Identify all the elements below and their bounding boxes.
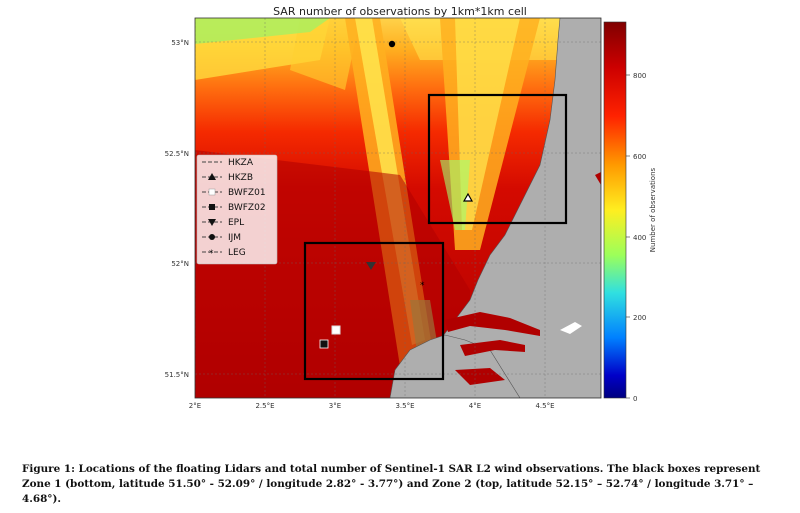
legend: HKZA HKZB BWFZ01 BWFZ02 EPL IJM * LEG [196, 154, 278, 265]
station-hkzb [462, 192, 474, 202]
estuary [455, 368, 505, 385]
land-netherlands [439, 18, 601, 398]
colorbar-gradient [603, 21, 627, 399]
legend-label: BWFZ01 [228, 188, 266, 198]
circle-icon [209, 234, 215, 240]
overlap-band [195, 18, 330, 44]
colorbar-tick-label: 0 [633, 395, 637, 403]
lat-tick-label: 53°N [171, 39, 189, 47]
lat-tick-label: 52.5°N [165, 150, 189, 158]
lon-tick-label: 4.5°E [535, 402, 554, 410]
estuary [460, 340, 525, 356]
colorbar-label: Number of observations [649, 167, 657, 252]
triangle-down-icon [208, 219, 216, 226]
triangle-up-icon [208, 173, 216, 180]
station-bwfz01 [331, 325, 341, 335]
estuary [595, 172, 601, 185]
square-white-icon [208, 188, 216, 196]
legend-label: HKZB [228, 173, 253, 183]
estuary [560, 322, 582, 334]
overlap-band [290, 18, 360, 90]
lon-tick-label: 4°E [469, 402, 481, 410]
map-title: SAR number of observations by 1km*1km ce… [273, 5, 527, 18]
lat-tick-label: 52°N [171, 260, 189, 268]
lon-tick-label: 2.5°E [255, 402, 274, 410]
colorbar-tick-label: 800 [633, 72, 646, 80]
lon-tick-label: 3.5°E [395, 402, 414, 410]
colorbar: 800 600 400 200 0 Number of observations [603, 21, 657, 403]
legend-label: EPL [228, 218, 244, 228]
swath-edge [440, 160, 470, 230]
legend-label: BWFZ02 [228, 203, 266, 213]
lat-tick-label: 51.5°N [165, 371, 189, 379]
legend-label: HKZA [228, 158, 254, 168]
zone-2-box [427, 93, 568, 225]
lon-tick-label: 3°E [329, 402, 341, 410]
colorbar-tick-label: 400 [633, 234, 646, 242]
swath-edge [455, 18, 520, 230]
square-black-icon [209, 204, 215, 210]
zone-1-box [303, 241, 445, 381]
station-ijm [388, 40, 396, 48]
estuary [445, 312, 540, 336]
lon-tick-label: 2°E [189, 402, 201, 410]
station-leg: * [420, 281, 425, 291]
colorbar-tick-label: 200 [633, 314, 646, 322]
star-icon: * [209, 249, 214, 259]
station-epl [366, 262, 376, 270]
station-bwfz02 [319, 339, 329, 349]
legend-label: LEG [228, 248, 246, 258]
figure-caption: Figure 1: Locations of the floating Lida… [22, 463, 761, 505]
colorbar-tick-label: 600 [633, 153, 646, 161]
map-frame [194, 17, 602, 399]
legend-label: IJM [228, 233, 241, 243]
